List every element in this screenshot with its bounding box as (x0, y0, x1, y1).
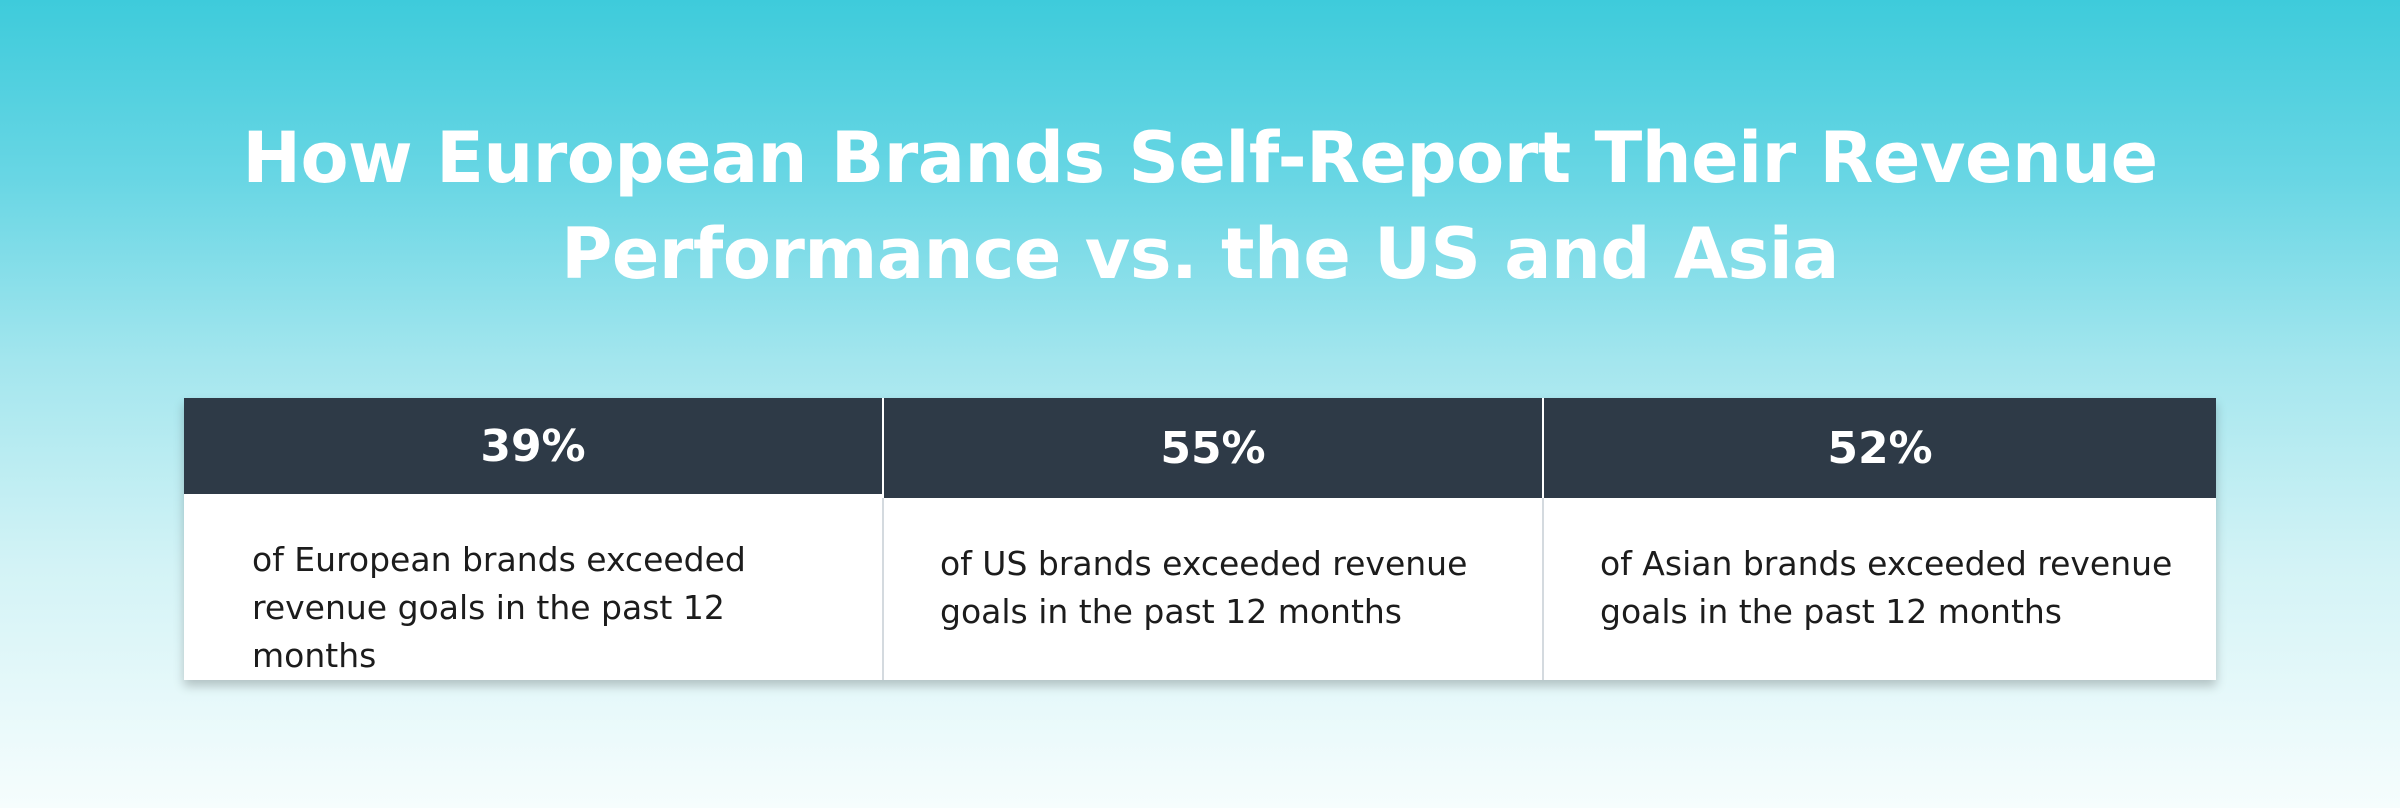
stat-value: 39% (480, 420, 586, 472)
stat-value: 55% (1160, 422, 1266, 474)
stat-header: 55% (882, 398, 1542, 498)
stats-table: 39% of European brands exceeded revenue … (184, 398, 2216, 680)
stat-value: 52% (1827, 422, 1933, 474)
stat-card-europe: 39% of European brands exceeded revenue … (184, 398, 882, 680)
title-line-1: How European Brands Self-Report Their Re… (242, 117, 2158, 199)
stat-description: of European brands exceeded revenue goal… (252, 540, 746, 675)
stat-description: of Asian brands exceeded revenue goals i… (1600, 544, 2173, 631)
stat-header: 39% (184, 398, 882, 494)
stat-header: 52% (1542, 398, 2216, 498)
stat-card-us: 55% of US brands exceeded revenue goals … (882, 398, 1542, 680)
title-line-2: Performance vs. the US and Asia (561, 213, 1839, 295)
page-title: How European Brands Self-Report Their Re… (0, 110, 2400, 302)
stat-card-asia: 52% of Asian brands exceeded revenue goa… (1542, 398, 2216, 680)
stat-description: of US brands exceeded revenue goals in t… (940, 544, 1468, 631)
